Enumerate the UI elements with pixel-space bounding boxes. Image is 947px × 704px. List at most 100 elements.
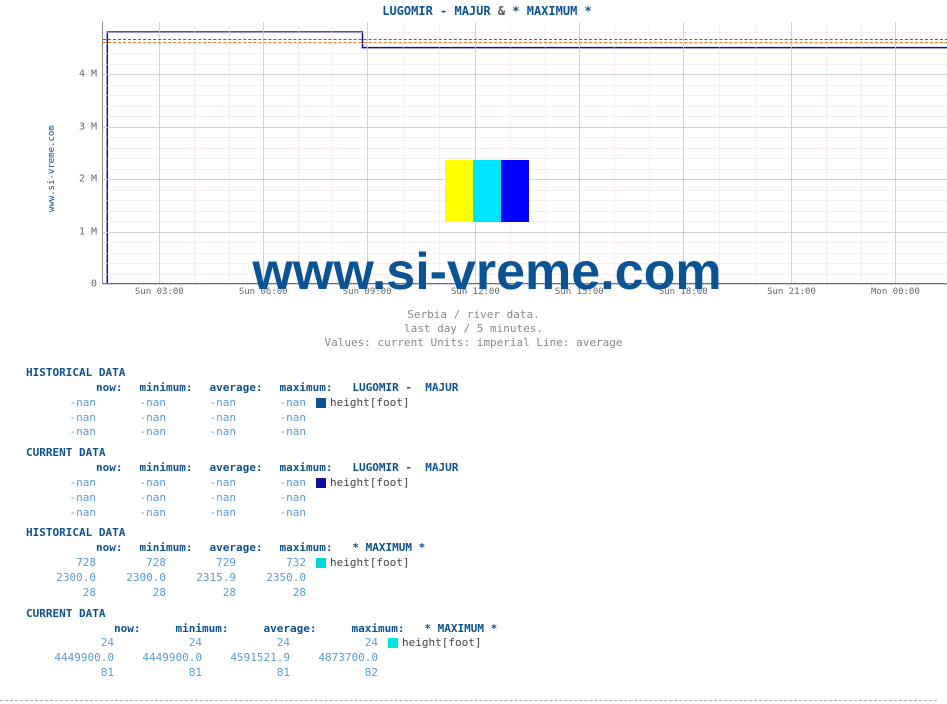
cell: -nan — [96, 476, 166, 491]
cell: 28 — [96, 586, 166, 601]
unit-label: height[foot] — [330, 396, 409, 409]
y-tick-label: 3 M — [79, 121, 97, 132]
cell: 81 — [114, 666, 202, 681]
x-tick-label: Sun 18:00 — [659, 287, 708, 297]
cell: 2300.0 — [96, 571, 166, 586]
cell: 24 — [202, 636, 290, 651]
unit-label: height[foot] — [330, 476, 409, 489]
cell: 82 — [290, 666, 378, 681]
bottom-separator — [0, 700, 937, 701]
cell: 728 — [26, 556, 96, 571]
cell: -nan — [96, 491, 166, 506]
table-header-row: now:minimum:average:maximum: LUGOMIR - M… — [26, 381, 926, 396]
table-row: -nan-nan-nan-nanheight[foot] — [26, 476, 926, 491]
table-section-title: HISTORICAL DATA — [26, 526, 926, 541]
cell: -nan — [236, 476, 306, 491]
col-head: minimum: — [123, 381, 193, 396]
table-header-row: now:minimum:average:maximum: * MAXIMUM * — [26, 541, 926, 556]
table-section-title: CURRENT DATA — [26, 446, 926, 461]
data-tables: HISTORICAL DATA now:minimum:average:maxi… — [26, 360, 926, 681]
cell: -nan — [166, 491, 236, 506]
series-lines — [103, 22, 947, 283]
cell: 2315.9 — [166, 571, 236, 586]
y-tick-label: 2 M — [79, 174, 97, 185]
col-head: minimum: — [123, 461, 193, 476]
chart-container: LUGOMIR - MAJUR & * MAXIMUM * www.si-vre… — [38, 4, 936, 304]
table-section-title: HISTORICAL DATA — [26, 366, 926, 381]
cell: -nan — [96, 506, 166, 521]
table-row: 81818182 — [26, 666, 926, 681]
cell: 2300.0 — [26, 571, 96, 586]
col-head: maximum: — [263, 461, 333, 476]
cell: -nan — [96, 411, 166, 426]
cell: -nan — [166, 425, 236, 440]
cell: -nan — [96, 396, 166, 411]
cell: -nan — [166, 396, 236, 411]
cell: 4591521.9 — [202, 651, 290, 666]
cell: 2350.0 — [236, 571, 306, 586]
col-head: now: — [53, 541, 123, 556]
col-head: minimum: — [123, 541, 193, 556]
table-row: -nan-nan-nan-nan — [26, 491, 926, 506]
cell: -nan — [26, 425, 96, 440]
cell: -nan — [26, 506, 96, 521]
unit-label: height[foot] — [402, 636, 481, 649]
chart-title: LUGOMIR - MAJUR & * MAXIMUM * — [38, 4, 936, 18]
table-row: -nan-nan-nan-nan — [26, 411, 926, 426]
cell: -nan — [26, 491, 96, 506]
cell: 4873700.0 — [290, 651, 378, 666]
col-head: now: — [53, 381, 123, 396]
col-head: maximum: — [263, 541, 333, 556]
legend-swatch-icon — [316, 558, 326, 568]
col-head: minimum: — [141, 622, 229, 637]
table-header-row: now:minimum:average:maximum: LUGOMIR - M… — [26, 461, 926, 476]
table-row: -nan-nan-nan-nan — [26, 425, 926, 440]
table-section-title: CURRENT DATA — [26, 607, 926, 622]
cell: 28 — [26, 586, 96, 601]
series-label: LUGOMIR - MAJUR — [352, 381, 458, 394]
cell: 729 — [166, 556, 236, 571]
cell: -nan — [236, 506, 306, 521]
cell: -nan — [166, 506, 236, 521]
cell: -nan — [236, 425, 306, 440]
col-head: maximum: — [317, 622, 405, 637]
table-row: -nan-nan-nan-nan — [26, 506, 926, 521]
chart-subtitle: Values: current Units: imperial Line: av… — [0, 336, 947, 349]
col-head: average: — [193, 541, 263, 556]
cell: -nan — [26, 476, 96, 491]
cell: 28 — [236, 586, 306, 601]
table-row: 24242424height[foot] — [26, 636, 926, 651]
x-tick-label: Sun 15:00 — [555, 287, 604, 297]
series-label: * MAXIMUM * — [424, 622, 497, 635]
col-head: maximum: — [263, 381, 333, 396]
table-header-row: now:minimum:average:maximum: * MAXIMUM * — [26, 622, 926, 637]
cell: 732 — [236, 556, 306, 571]
unit-label: height[foot] — [330, 556, 409, 569]
chart-source-label: www.si-vreme.com — [38, 34, 66, 304]
cell: -nan — [26, 396, 96, 411]
col-head: now: — [53, 461, 123, 476]
cell: 28 — [166, 586, 236, 601]
col-head: average: — [229, 622, 317, 637]
cell: -nan — [166, 411, 236, 426]
x-tick-label: Sun 06:00 — [239, 287, 288, 297]
cell: 4449900.0 — [114, 651, 202, 666]
y-tick-label: 0 — [91, 279, 97, 290]
watermark-logo — [445, 160, 529, 222]
table-row: 2300.02300.02315.92350.0 — [26, 571, 926, 586]
series-label: LUGOMIR - MAJUR — [352, 461, 458, 474]
table-row: -nan-nan-nan-nanheight[foot] — [26, 396, 926, 411]
legend-swatch-icon — [316, 478, 326, 488]
col-head: average: — [193, 381, 263, 396]
x-tick-label: Sun 21:00 — [767, 287, 816, 297]
cell: 4449900.0 — [26, 651, 114, 666]
col-head: now: — [53, 622, 141, 637]
cell: 728 — [96, 556, 166, 571]
legend-swatch-icon — [316, 398, 326, 408]
cell: -nan — [236, 491, 306, 506]
cell: 24 — [26, 636, 114, 651]
cell: -nan — [236, 396, 306, 411]
cell: -nan — [96, 425, 166, 440]
table-row: 28282828 — [26, 586, 926, 601]
cell: -nan — [236, 411, 306, 426]
